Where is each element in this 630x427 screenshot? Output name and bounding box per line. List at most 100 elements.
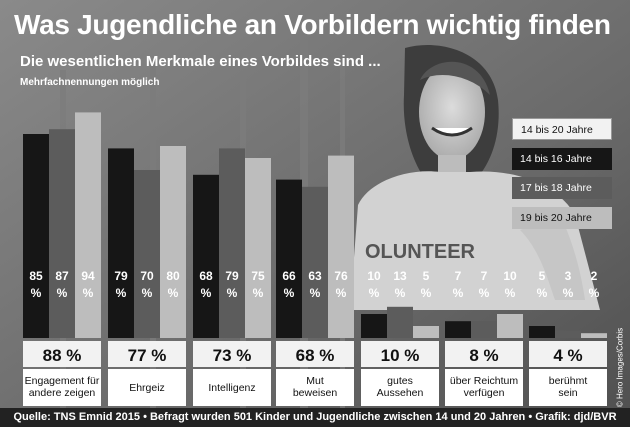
photo-credit-text: © Hero Images/Corbis (615, 327, 625, 408)
value-unit-2-1: % (116, 286, 127, 300)
category-box-7 (529, 369, 607, 406)
bar-5-series-3 (413, 326, 439, 338)
bar-labels-layer: 85%87%94%79%70%80%68%79%75%66%63%76%10%1… (29, 269, 599, 300)
value-unit-5-3: % (421, 286, 432, 300)
value-label-5-2: 13 (393, 269, 407, 283)
value-label-6-1: 7 (455, 269, 462, 283)
category-label-5: gutes Aussehen (377, 375, 424, 399)
value-unit-3-3: % (253, 286, 264, 300)
value-unit-4-2: % (310, 286, 321, 300)
shirt-text: OLUNTEER (365, 241, 476, 263)
value-label-2-2: 70 (140, 269, 154, 283)
category-label-3: Intelligenz (208, 382, 255, 394)
value-unit-7-1: % (537, 286, 548, 300)
volunteer-person: OLUNTEER (350, 44, 600, 310)
category-label-7: berühmt sein (549, 375, 588, 399)
category-box-1 (23, 369, 101, 406)
legend-item-19-20: 19 bis 20 Jahre (512, 207, 612, 229)
value-unit-7-2: % (563, 286, 574, 300)
bar-7-series-1 (529, 326, 555, 338)
value-label-3-2: 79 (225, 269, 239, 283)
legend-item-14-16: 14 bis 16 Jahre (512, 148, 612, 170)
value-label-2-3: 80 (166, 269, 180, 283)
value-label-6-2: 7 (481, 269, 488, 283)
total-box-3 (193, 341, 271, 367)
subtitle: Die wesentlichen Merkmale eines Vorbilde… (20, 53, 381, 70)
value-unit-1-3: % (83, 286, 94, 300)
value-unit-2-3: % (168, 286, 179, 300)
value-unit-6-2: % (479, 286, 490, 300)
value-unit-4-1: % (284, 286, 295, 300)
value-unit-1-1: % (31, 286, 42, 300)
source-footer: Quelle: TNS Emnid 2015 • Befragt wurden … (0, 408, 630, 427)
total-box-4 (276, 341, 354, 367)
category-panel: 88 % Engagement für andere zeigen 77 % Ehrge… (23, 341, 607, 406)
bar-6-series-1 (445, 321, 471, 338)
bar-6-series-3 (497, 314, 523, 338)
category-label-6: über Reichtum verfügen (450, 375, 519, 399)
category-label-1: Engagement für andere zeigen (25, 375, 100, 399)
bars-layer (23, 112, 607, 339)
total-box-1 (23, 341, 101, 367)
value-unit-4-3: % (336, 286, 347, 300)
bar-4-series-2 (302, 186, 328, 338)
total-box-7 (529, 341, 607, 367)
value-label-5-3: 5 (423, 269, 430, 283)
value-label-5-1: 10 (367, 269, 381, 283)
total-value-3: 73 % (213, 346, 252, 365)
total-value-4: 68 % (296, 346, 335, 365)
value-label-3-3: 75 (251, 269, 265, 283)
value-unit-3-1: % (201, 286, 212, 300)
total-value-2: 77 % (128, 346, 167, 365)
bar-2-series-2 (134, 170, 160, 338)
value-label-2-1: 79 (114, 269, 128, 283)
category-box-2 (108, 369, 186, 406)
bar-6-series-2 (471, 321, 497, 338)
value-unit-1-2: % (57, 286, 68, 300)
value-label-6-3: 10 (503, 269, 517, 283)
bar-2-series-3 (160, 146, 186, 338)
bar-7-series-2 (555, 330, 581, 338)
bar-3-series-2 (219, 148, 245, 338)
value-unit-5-2: % (395, 286, 406, 300)
value-label-7-3: 2 (591, 269, 598, 283)
total-value-5: 10 % (381, 346, 420, 365)
total-box-2 (108, 341, 186, 367)
value-label-7-1: 5 (539, 269, 546, 283)
bar-2-series-1 (108, 148, 134, 338)
value-unit-7-3: % (589, 286, 600, 300)
value-label-1-3: 94 (81, 269, 95, 283)
total-value-6: 8 % (469, 346, 498, 365)
value-unit-2-2: % (142, 286, 153, 300)
note: Mehrfachnennungen möglich (20, 77, 160, 88)
bar-7-series-3 (581, 333, 607, 338)
value-label-1-2: 87 (55, 269, 69, 283)
bar-3-series-3 (245, 158, 271, 338)
total-value-1: 88 % (43, 346, 82, 365)
bar-1-series-2 (49, 129, 75, 338)
category-box-4 (276, 369, 354, 406)
photo-credit: © Hero Images/Corbis (613, 327, 627, 410)
category-box-3 (193, 369, 271, 406)
value-unit-5-1: % (369, 286, 380, 300)
bar-4-series-3 (328, 155, 354, 338)
value-unit-6-3: % (505, 286, 516, 300)
bar-4-series-1 (276, 179, 302, 338)
total-value-7: 4 % (553, 346, 582, 365)
bar-5-series-2 (387, 306, 413, 338)
value-label-7-2: 3 (565, 269, 572, 283)
category-label-4: Mut beweisen (293, 375, 338, 399)
bar-1-series-1 (23, 134, 49, 338)
value-label-4-1: 66 (282, 269, 296, 283)
bar-5-series-1 (361, 314, 387, 338)
total-box-6 (445, 341, 523, 367)
value-label-4-2: 63 (308, 269, 322, 283)
value-label-4-3: 76 (334, 269, 348, 283)
total-box-5 (361, 341, 439, 367)
legend-item-17-18: 17 bis 18 Jahre (512, 177, 612, 199)
value-unit-6-1: % (453, 286, 464, 300)
category-label-2: Ehrgeiz (129, 382, 165, 394)
value-label-1-1: 85 (29, 269, 43, 283)
